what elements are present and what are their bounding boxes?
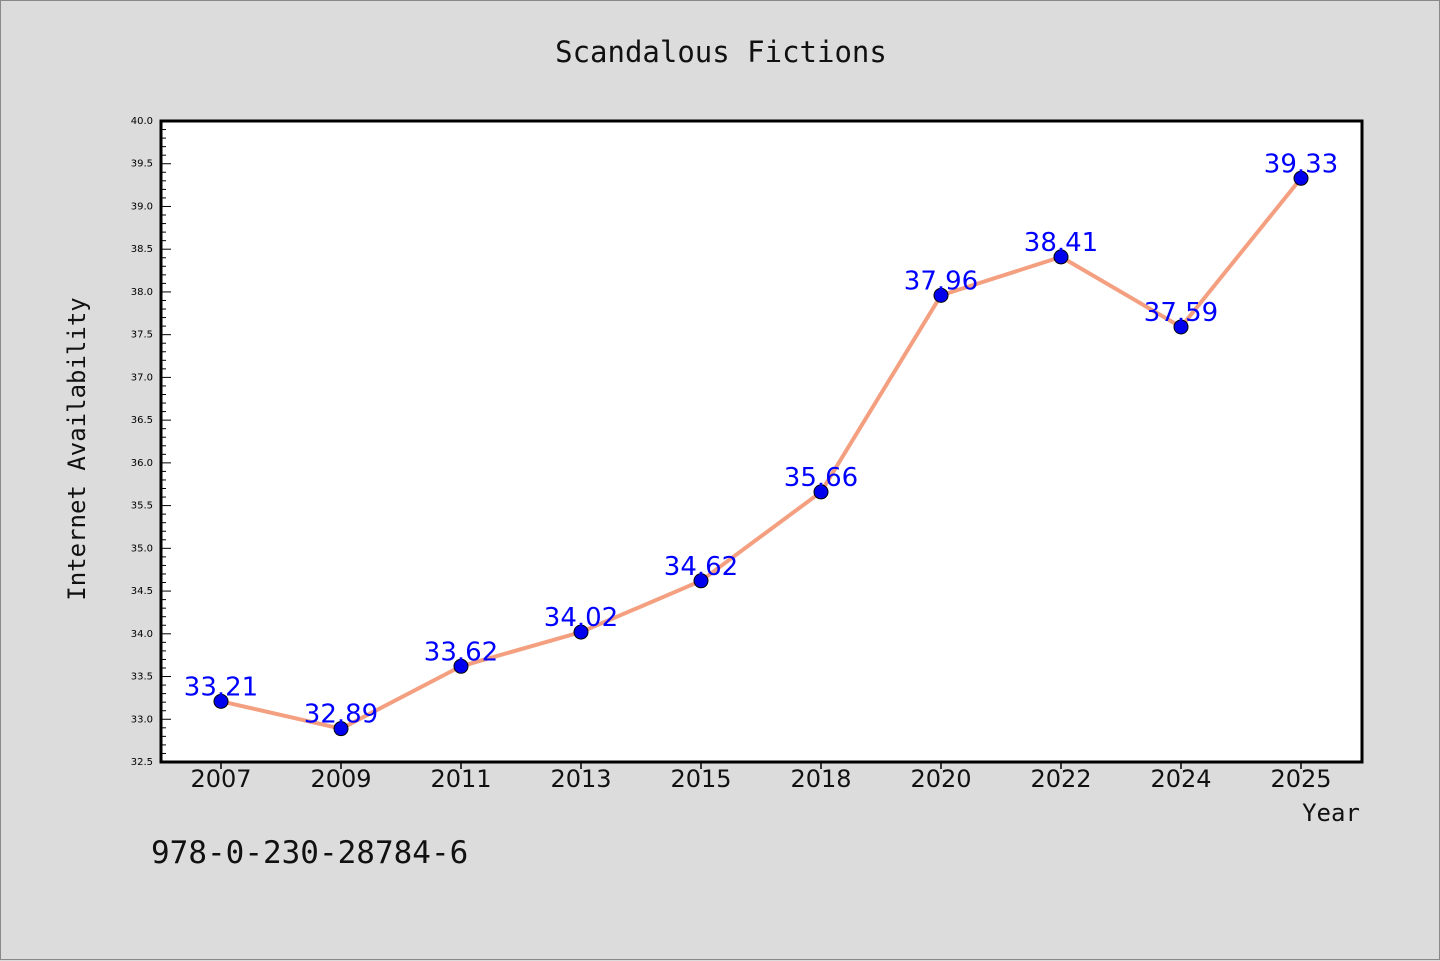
x-axis: 2007 2009 2011 2013 2015 2018 2020 2022 2024 2025 <box>190 762 1332 793</box>
y-tick-label: 34.5 <box>131 586 153 597</box>
x-tick-label: 2015 <box>670 765 731 793</box>
chart-title: Scandalous Fictions <box>555 35 887 69</box>
x-tick-label: 2024 <box>1150 765 1211 793</box>
data-label: 37.59 <box>1144 298 1218 328</box>
data-label: 35.66 <box>784 463 858 493</box>
x-tick-label: 2022 <box>1030 765 1091 793</box>
data-point <box>1173 319 1189 335</box>
y-tick-label: 40.0 <box>131 116 153 127</box>
y-axis-label: Internet Availability <box>63 297 91 600</box>
y-tick-label: 37.0 <box>131 372 153 383</box>
data-point <box>693 573 709 589</box>
data-point <box>933 287 949 303</box>
y-tick-label: 36.0 <box>131 458 153 469</box>
x-tick-label: 2007 <box>190 765 251 793</box>
data-label: 39.33 <box>1264 149 1338 179</box>
y-tick-label: 35.0 <box>131 543 153 554</box>
y-tick-label: 33.5 <box>131 672 153 683</box>
y-tick-label: 39.0 <box>131 201 153 212</box>
y-tick-label: 32.5 <box>131 757 153 768</box>
y-tick-label: 38.5 <box>131 244 153 255</box>
data-point <box>333 721 349 737</box>
data-point <box>813 484 829 500</box>
x-tick-label: 2011 <box>430 765 491 793</box>
data-label: 38.41 <box>1024 228 1098 258</box>
plot-area <box>159 119 1364 764</box>
data-label: 32.89 <box>304 700 378 730</box>
y-tick-label: 39.5 <box>131 159 153 170</box>
data-point <box>453 658 469 674</box>
x-tick-label: 2020 <box>910 765 971 793</box>
y-tick-label: 38.0 <box>131 287 153 298</box>
x-tick-label: 2009 <box>310 765 371 793</box>
data-label: 34.62 <box>664 552 738 582</box>
data-label: 33.62 <box>424 637 498 667</box>
data-point <box>573 624 589 640</box>
data-labels: 33.21 32.89 33.62 34.02 34.62 35.66 37.96 38.41… <box>184 149 1338 729</box>
data-point <box>1293 170 1309 186</box>
data-label: 33.21 <box>184 672 258 702</box>
data-point <box>1053 249 1069 265</box>
x-tick-label: 2025 <box>1270 765 1331 793</box>
x-tick-label: 2013 <box>550 765 611 793</box>
y-tick-label: 34.0 <box>131 629 153 640</box>
data-point <box>213 693 229 709</box>
series-line <box>220 177 1303 731</box>
x-axis-label: Year <box>1302 799 1360 827</box>
isbn-code: 978-0-230-28784-6 <box>151 835 469 871</box>
series-line-path <box>220 177 1303 731</box>
y-tick-label: 37.5 <box>131 330 153 341</box>
y-axis: 32.5 33.0 33.5 34.0 34.5 35.0 35.5 36.0 36.5 37.0… <box>131 116 171 768</box>
x-tick-label: 2018 <box>790 765 851 793</box>
data-label: 34.02 <box>544 603 618 633</box>
y-tick-label: 36.5 <box>131 415 153 426</box>
y-tick-label: 33.0 <box>131 714 153 725</box>
y-tick-label: 35.5 <box>131 501 153 512</box>
series-markers <box>213 170 1309 737</box>
data-label: 37.96 <box>904 266 978 296</box>
